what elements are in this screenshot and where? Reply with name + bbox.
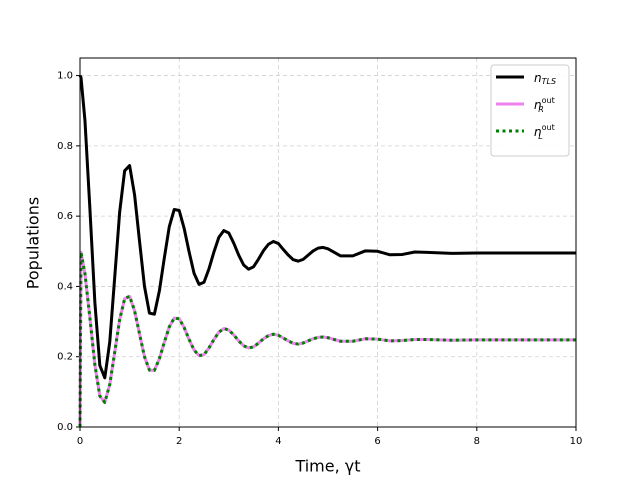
y-tick-label: 0.0 [57,422,73,433]
data-line [78,250,576,428]
legend-box [490,64,570,157]
x-tick-label: 10 [570,436,583,447]
y-tick-label: 0.2 [57,352,73,363]
y-tick-label: 1.0 [57,71,73,82]
x-tick-label: 2 [176,436,182,447]
x-tick-label: 8 [474,436,480,447]
legend-label: nout L [534,123,555,141]
data-line [78,74,576,380]
y-axis-label: Populations [24,197,43,289]
y-tick-label: 0.6 [57,211,73,222]
legend-label: nTLS [534,71,556,86]
legend-label: nout R [534,96,555,114]
y-tick-label: 0.4 [57,281,73,292]
plot-frame [79,57,577,428]
x-tick-label: 6 [374,436,380,447]
x-axis-label: Time, γt [294,457,360,476]
y-tick-label: 0.8 [57,141,73,152]
x-tick-label: 0 [77,436,83,447]
x-tick-label: 4 [275,436,281,447]
